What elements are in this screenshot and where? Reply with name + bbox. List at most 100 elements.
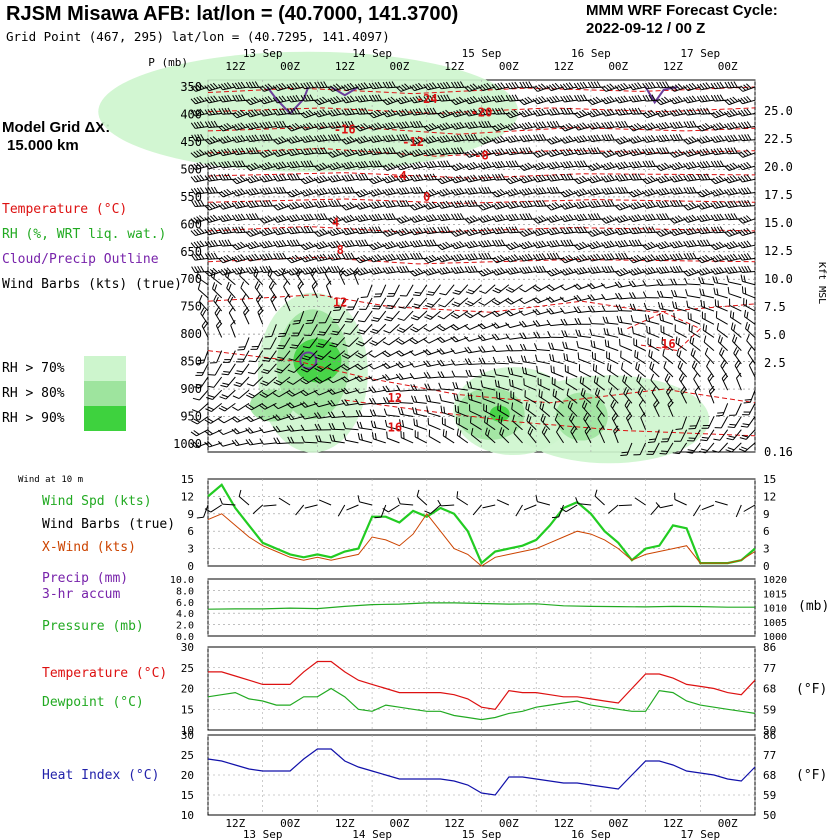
bottom-date-label: 13 Sep — [243, 828, 283, 840]
wind-barb — [221, 363, 236, 376]
wind-barb — [313, 121, 332, 130]
wind-barb — [204, 239, 222, 248]
wind-barb — [219, 389, 236, 400]
grid-point: Grid Point (467, 295) lat/lon = (40.7295… — [6, 29, 390, 44]
wind-barb — [301, 350, 318, 361]
wind-barb — [231, 416, 250, 423]
legend-precip: Precip (mm) — [42, 571, 129, 586]
wind-barb — [204, 108, 222, 116]
wind-barb — [273, 186, 291, 194]
wind-barb — [270, 293, 277, 312]
temperature-label: -4 — [392, 169, 406, 183]
wind-barb — [245, 121, 263, 130]
wind-barb — [190, 227, 209, 237]
legend-barbs: Wind Barbs (kts) (true) — [2, 277, 183, 292]
wind-barb — [286, 214, 304, 223]
forecast-cycle-value: 2022-09-12 / 00 Z — [586, 20, 706, 37]
legend-pressure: Pressure (mb) — [42, 619, 144, 634]
wind-barb — [232, 226, 250, 234]
top-time-label: 00Z — [499, 60, 519, 73]
wind-barb — [212, 282, 223, 299]
wind-barb — [272, 161, 291, 170]
wind-barb — [272, 389, 291, 398]
wind-barb — [190, 83, 209, 92]
pressure-tick-label: 800 — [180, 327, 202, 341]
pressure-tick-label: 1000 — [173, 437, 202, 451]
wind-barb — [272, 108, 291, 116]
left-tick-label: 15 — [181, 703, 194, 716]
left-tick-label: 4.0 — [176, 609, 194, 620]
wind-barb — [299, 188, 318, 197]
wind-barb — [300, 200, 318, 209]
bottom-time-label: 00Z — [280, 817, 300, 830]
temperature-contour — [207, 350, 756, 404]
wind-barb — [217, 267, 236, 276]
left-tick-label: 15 — [181, 789, 194, 802]
wind-barb — [299, 109, 318, 119]
wind-barb — [268, 280, 277, 299]
wind-barb — [286, 389, 304, 397]
wind-barb — [313, 162, 332, 172]
temperature-label: 12 — [388, 391, 402, 405]
wind-barb — [222, 350, 236, 363]
wind-barb — [231, 266, 250, 275]
height-tick-label: 25.0 — [764, 104, 793, 118]
wind-barb — [231, 135, 250, 143]
legend-dewpoint: Dewpoint (°C) — [42, 695, 144, 710]
wind-barb — [204, 82, 222, 92]
wind-barb — [259, 133, 277, 142]
wind-barb — [286, 239, 304, 247]
wind-barb — [245, 175, 263, 184]
temperature-contour — [207, 147, 756, 157]
wind-barb — [254, 281, 264, 299]
wind-barb — [190, 149, 209, 158]
wind-barb — [213, 294, 223, 312]
wind-barb — [218, 416, 236, 424]
wind-barb — [196, 350, 209, 365]
wind-10m-barb — [618, 504, 632, 507]
wind-barb — [245, 147, 263, 155]
top-time-label: 00Z — [280, 60, 300, 73]
legend-rh: RH (%, WRT liq. wat.) — [2, 227, 167, 242]
wind-barb — [210, 270, 222, 286]
legend-temperature: Temperature (°C) — [2, 202, 128, 217]
wind-barb — [313, 376, 332, 384]
left-tick-label: 10 — [181, 809, 194, 822]
height-tick-label: 10.0 — [764, 272, 793, 286]
wind-barb — [204, 252, 222, 260]
wind-barb — [225, 269, 236, 286]
wind-barb — [230, 320, 236, 338]
wind-barb — [204, 174, 222, 182]
wind-barb — [291, 324, 305, 337]
wind-barb — [299, 254, 318, 263]
wind-barb — [245, 200, 263, 208]
wind-barb — [249, 350, 264, 363]
right-tick-label: 1010 — [763, 604, 787, 615]
wind-barb — [300, 213, 318, 222]
wind-barb — [262, 350, 277, 362]
wind-barb — [286, 82, 304, 91]
wind-barb — [273, 120, 291, 128]
wind-barb — [250, 337, 264, 350]
wind-barb — [218, 402, 236, 412]
wind-barb — [296, 267, 305, 286]
wind-barb — [272, 95, 291, 104]
wind-barb — [259, 174, 277, 183]
wind-barb — [259, 402, 277, 410]
temperature-label: -8 — [474, 149, 488, 163]
wind-barb — [259, 199, 277, 208]
wind-barb — [245, 402, 263, 411]
wind-barb — [313, 134, 332, 143]
wind-barb — [273, 437, 291, 445]
wind-barb — [272, 227, 291, 236]
top-date-label: 17 Sep — [680, 47, 720, 60]
wind-barb — [324, 267, 332, 285]
wind-barb — [292, 310, 305, 325]
left-tick-label: 12 — [181, 490, 194, 503]
temperature-label: -16 — [334, 122, 356, 136]
wind-barb — [204, 186, 222, 194]
temperature-label: 0 — [423, 190, 430, 204]
temperature-label: 12 — [333, 295, 347, 309]
pressure-tick-label: 500 — [180, 162, 202, 176]
height-tick-label: 7.5 — [764, 300, 786, 314]
